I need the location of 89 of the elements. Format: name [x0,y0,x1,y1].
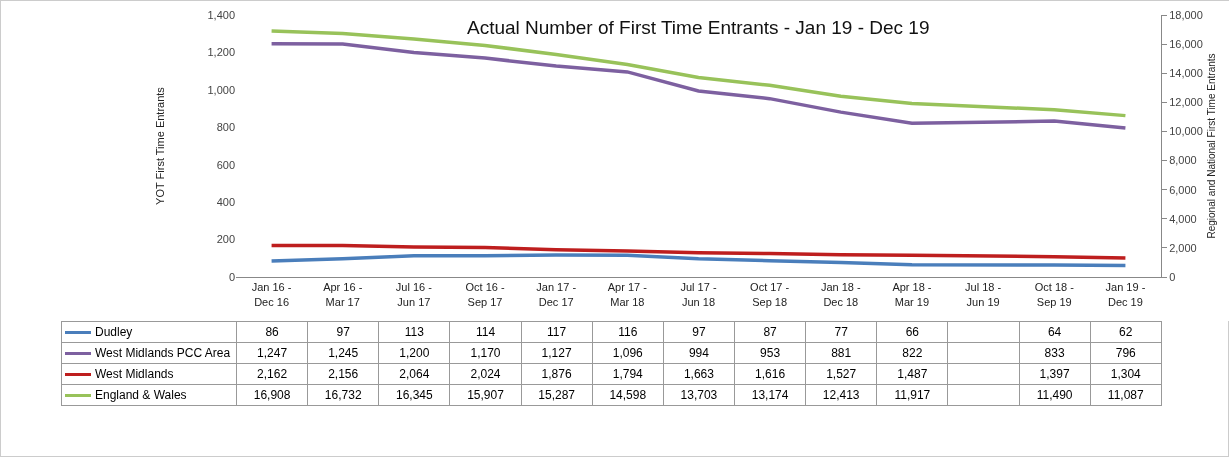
data-label: 13,703 [663,384,735,406]
line-series [269,253,1128,268]
data-label: 1,527 [805,363,877,385]
data-label: 97 [663,321,735,343]
legend-label: Dudley [95,325,133,339]
x-tick-label: Apr 16 - Mar 17 [323,281,363,308]
y-tick-label: 1,400 [207,8,235,21]
y2-tick-label: 10,000 [1169,125,1203,138]
data-label: 87 [734,321,806,343]
line-series [269,41,1128,130]
legend-label: West Midlands [95,367,174,381]
data-label: 116 [592,321,664,343]
data-label: 64 [1019,321,1091,343]
y2-tick-label: 14,000 [1169,67,1203,80]
data-label: 833 [1019,342,1091,364]
data-label: 2,024 [449,363,522,385]
y2-axis-title: Regional and National First Time Entrants [1206,53,1218,239]
x-tick-label: Jul 17 - Jun 18 [680,281,717,308]
data-label: 1,247 [236,342,308,364]
data-label: 1,397 [1019,363,1091,385]
y-tick-label: 800 [216,121,235,134]
data-label: 2,064 [378,363,450,385]
y-axis-title: YOT First Time Entrants [154,86,167,205]
x-tick-label: Apr 17 - Mar 18 [607,281,648,308]
legend-label: West Midlands PCC Area [95,346,231,360]
data-label: 66 [876,321,948,343]
y2-tick-label: 2,000 [1169,241,1197,254]
data-label: 1,127 [521,342,593,364]
data-label: 12,413 [805,384,877,406]
data-label: 1,794 [592,363,664,385]
data-label: 1,096 [592,342,664,364]
x-tick-label: Oct 17 - Sep 18 [750,281,790,308]
x-tick-label: Jan 17 - Dec 17 [536,281,577,308]
data-label: 97 [307,321,379,343]
line-series [269,243,1128,260]
chart-title: Actual Number of First Time Entrants - Jan 19 - Dec 19 [467,17,930,38]
data-label: 2,162 [236,363,308,385]
data-label: 2,156 [307,363,379,385]
data-label: 1,616 [734,363,806,385]
data-label: 14,598 [592,384,664,406]
x-tick-label: Jan 19 - Dec 19 [1105,281,1146,308]
data-label: 15,287 [521,384,593,406]
legend-label: England & Wales [95,388,187,402]
data-label: 113 [378,321,450,343]
y-tick-label: 600 [216,158,235,171]
y2-tick-label: 4,000 [1169,212,1197,225]
x-tick-label: Jan 18 - Dec 18 [820,281,862,308]
data-label: 1,170 [449,342,522,364]
data-label: 822 [876,342,948,364]
y2-tick-label: 16,000 [1169,37,1203,50]
data-label: 13,174 [734,384,806,406]
data-label: 11,490 [1019,384,1091,406]
data-label: 1,245 [307,342,379,364]
data-label: 15,907 [449,384,522,406]
data-label: 994 [663,342,735,364]
y-tick-label: 1,200 [207,46,235,59]
y-tick-label: 1,000 [207,83,235,96]
data-label: 16,908 [236,384,308,406]
data-label: 953 [734,342,806,364]
x-tick-label: Jul 16 - Jun 17 [395,281,433,308]
data-label: 881 [805,342,877,364]
data-label: 796 [1090,342,1162,364]
data-label: 62 [1090,321,1162,343]
y2-tick-label: 8,000 [1169,154,1197,167]
data-label: 16,345 [378,384,450,406]
x-tick-label: Oct 16 - Sep 17 [465,281,505,308]
y2-tick-label: 6,000 [1169,183,1197,196]
data-label: 11,917 [876,384,948,406]
data-label: 86 [236,321,308,343]
data-label: 1,200 [378,342,450,364]
data-label: 16,732 [307,384,379,406]
x-tick-label: Apr 18 - Mar 19 [892,281,932,308]
y2-tick-label: 18,000 [1169,8,1203,21]
y2-tick-label: 0 [1169,270,1176,283]
data-label: 117 [521,321,593,343]
data-label: 114 [449,321,522,343]
data-label: 1,304 [1090,363,1162,385]
x-tick-label: Jul 18 - Jun 19 [965,281,1002,308]
data-label: 11,087 [1090,384,1162,406]
data-label: 77 [805,321,877,343]
x-tick-label: Oct 18 - Sep 19 [1034,281,1075,308]
y-tick-label: 200 [216,233,235,246]
y2-tick-label: 12,000 [1169,96,1203,109]
data-label: 1,876 [521,363,593,385]
data-label: 1,487 [876,363,948,385]
data-label: 1,663 [663,363,735,385]
y-tick-label: 0 [228,270,235,283]
x-tick-label: Jan 16 - Dec 16 [251,281,292,308]
y-tick-label: 400 [216,195,235,208]
